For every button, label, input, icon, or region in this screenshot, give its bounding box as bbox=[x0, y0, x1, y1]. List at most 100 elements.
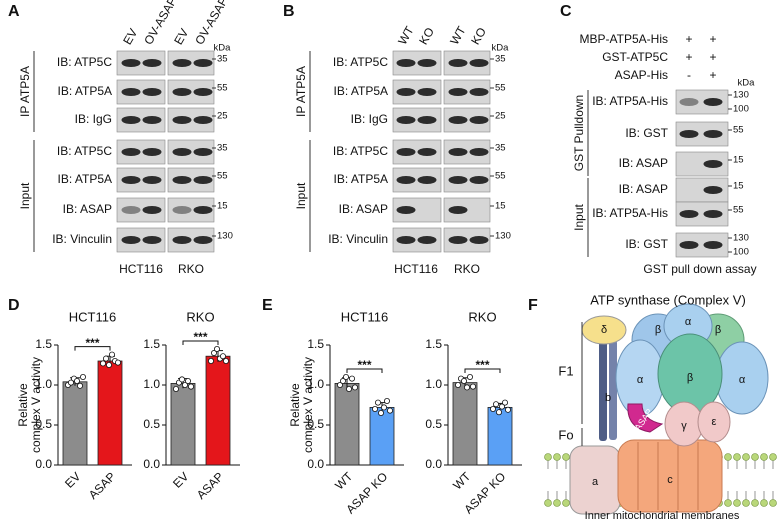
significance-label: *** bbox=[85, 336, 99, 350]
condition-label: GST-ATP5C bbox=[602, 50, 668, 64]
lane-label: KO bbox=[468, 25, 489, 47]
bar bbox=[334, 382, 360, 466]
data-point bbox=[351, 384, 358, 391]
lipid-head bbox=[733, 453, 741, 461]
bar bbox=[205, 355, 231, 466]
blot-band bbox=[121, 236, 141, 244]
y-axis-label: Relative bbox=[288, 383, 302, 427]
membrane-label: Inner mitochondrial membranes bbox=[585, 510, 740, 522]
lane-label: WT bbox=[447, 23, 469, 47]
lane-label: KO bbox=[416, 25, 437, 47]
data-point bbox=[80, 373, 87, 380]
blot-band bbox=[417, 59, 437, 67]
blot-band bbox=[172, 206, 192, 214]
significance-bracket bbox=[346, 368, 383, 373]
blot-band bbox=[469, 116, 489, 124]
blot-band bbox=[703, 98, 723, 106]
chart-title: RKO bbox=[468, 309, 496, 324]
blot-row-label: IB: ATP5A bbox=[334, 172, 388, 186]
blot-band bbox=[121, 59, 141, 67]
significance-bracket bbox=[182, 340, 219, 345]
lipid-head bbox=[751, 453, 759, 461]
subunit-label: β bbox=[715, 324, 721, 336]
panel-label: D bbox=[8, 297, 20, 314]
atp-synthase-diagram bbox=[544, 303, 777, 515]
y-tick-label: 0.0 bbox=[307, 457, 324, 471]
kda-marker: 15 bbox=[733, 155, 744, 166]
blot-band bbox=[396, 206, 416, 214]
chart-title: RKO bbox=[186, 309, 214, 324]
panel-label: E bbox=[262, 297, 273, 314]
blot-row-label: IB: ATP5A bbox=[334, 84, 388, 98]
data-point bbox=[77, 382, 84, 389]
blot-band bbox=[142, 148, 162, 156]
subunit-label: γ bbox=[681, 420, 687, 432]
blot-row-label: IB: ATP5A bbox=[58, 172, 112, 186]
x-tick-label: WT bbox=[450, 469, 474, 493]
data-point bbox=[492, 401, 499, 408]
kda-marker: 15 bbox=[495, 201, 506, 212]
blot-band bbox=[448, 88, 468, 96]
data-point bbox=[348, 375, 355, 382]
subunit-label: β bbox=[687, 372, 693, 384]
blot-band bbox=[193, 176, 213, 184]
data-point bbox=[386, 407, 393, 414]
blot-row-label: IB: ATP5A bbox=[58, 84, 112, 98]
blot-band bbox=[121, 116, 141, 124]
significance-label: *** bbox=[193, 330, 207, 344]
kda-marker: 100 bbox=[733, 247, 749, 258]
group-label: GST Pulldown bbox=[572, 95, 586, 171]
kda-label: kDa bbox=[492, 43, 510, 54]
blot-band bbox=[448, 206, 468, 214]
data-point bbox=[187, 383, 194, 390]
y-tick-label: 1.0 bbox=[143, 377, 160, 391]
kda-marker: 25 bbox=[495, 111, 506, 122]
stator-b bbox=[599, 333, 607, 441]
y-tick-label: 0.5 bbox=[143, 417, 160, 431]
blot-band bbox=[417, 236, 437, 244]
data-point bbox=[207, 357, 214, 364]
blot-row-label: IB: GST bbox=[625, 237, 668, 251]
condition-sign: + bbox=[685, 50, 692, 64]
blot-band bbox=[448, 59, 468, 67]
x-tick-label: ASAP bbox=[86, 469, 119, 502]
condition-sign: - bbox=[687, 68, 691, 82]
lane-label: EV bbox=[120, 26, 140, 47]
blot-row-label: IB: ATP5C bbox=[57, 55, 112, 69]
data-point bbox=[345, 385, 352, 392]
lipid-head bbox=[769, 453, 777, 461]
cell-line-label: HCT116 bbox=[394, 262, 438, 276]
group-label: Input bbox=[18, 182, 32, 209]
blot-band bbox=[469, 148, 489, 156]
bar bbox=[170, 382, 196, 466]
kda-marker: 130 bbox=[733, 90, 749, 101]
blot-band bbox=[469, 236, 489, 244]
data-point bbox=[460, 377, 467, 384]
subunit-label: ε bbox=[712, 416, 717, 428]
data-point bbox=[74, 377, 81, 384]
blot-band bbox=[121, 206, 141, 214]
kda-marker: 55 bbox=[733, 205, 744, 216]
data-point bbox=[463, 384, 470, 391]
panel-label: A bbox=[8, 3, 20, 20]
blot-band bbox=[448, 176, 468, 184]
blot-band bbox=[142, 236, 162, 244]
group-label: Input bbox=[572, 203, 586, 230]
data-point bbox=[115, 359, 122, 366]
significance-label: *** bbox=[475, 358, 489, 372]
region-label: Fo bbox=[558, 427, 573, 442]
panel-label: B bbox=[283, 3, 295, 20]
data-point bbox=[178, 376, 185, 383]
y-axis-label: complex V activity bbox=[29, 357, 43, 453]
blot-band bbox=[679, 241, 699, 249]
cell-line-label: HCT116 bbox=[119, 262, 163, 276]
data-point bbox=[377, 409, 384, 416]
kda-marker: 130 bbox=[495, 231, 511, 242]
data-point bbox=[342, 373, 349, 380]
y-tick-label: 0.5 bbox=[307, 417, 324, 431]
data-point bbox=[184, 377, 191, 384]
kda-marker: 55 bbox=[733, 125, 744, 136]
bar bbox=[62, 381, 88, 466]
kda-marker: 55 bbox=[217, 83, 228, 94]
bar bbox=[452, 382, 478, 466]
